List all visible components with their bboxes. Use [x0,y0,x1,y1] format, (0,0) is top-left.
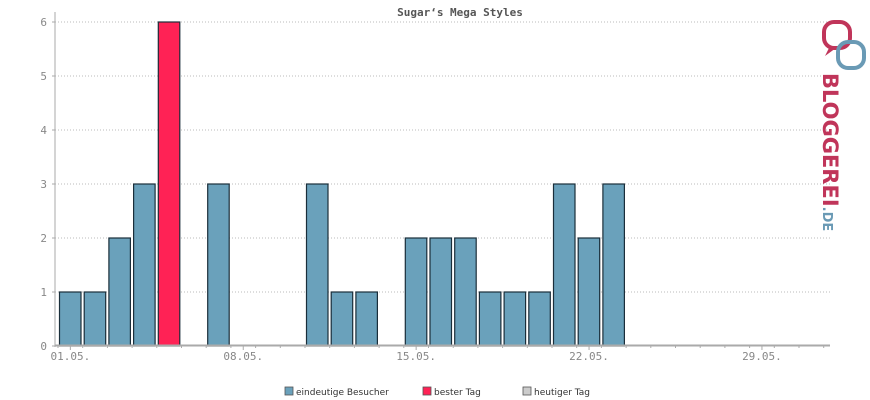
legend-label: heutiger Tag [534,388,590,398]
legend: eindeutige Besucher bester Tag heutiger Ta… [284,386,590,398]
bar [133,183,156,347]
bar [330,291,354,347]
y-tick-label: 1 [40,286,47,299]
x-tick-label: 22.05. [569,350,609,363]
y-axis-ticks: 0 1 2 3 4 5 6 [40,16,55,353]
legend-label: eindeutige Besucher [296,388,389,398]
x-tick-label: 01.05. [50,350,90,363]
bar [404,237,428,347]
bar [602,183,626,347]
legend-swatch [522,386,532,396]
y-tick-label: 0 [40,340,47,353]
x-tick-label: 29.05. [742,350,782,363]
x-axis-ticks: 01.05. 08.05. 15.05. 22.05. 29.05. [50,346,825,363]
bar [528,291,551,347]
bar [305,183,329,347]
bar [478,291,502,347]
x-tick-label: 15.05. [396,350,436,363]
bar [429,237,453,347]
bar [207,183,230,347]
bar [108,237,132,347]
grid-lines [55,21,830,293]
chart-title: Sugar‘s Mega Styles [397,6,523,19]
legend-swatch [284,386,294,396]
legend-label: bester Tag [434,388,481,398]
linked-speech-bubbles-icon [822,20,866,70]
bloggerei-logo: BLOGGEREI.DE [818,20,866,231]
y-tick-label: 3 [40,178,47,191]
bar [552,183,576,347]
y-tick-label: 6 [40,16,47,29]
x-tick-label: 08.05. [223,350,263,363]
bar [355,291,378,347]
y-tick-label: 5 [40,70,47,83]
bar [454,237,477,347]
legend-swatch [422,386,432,396]
bar-series [58,21,626,347]
y-tick-label: 4 [40,124,47,137]
bar-best-day [157,21,181,347]
bar [83,291,107,347]
bar [577,237,601,347]
bar [503,291,527,347]
logo-text: BLOGGEREI.DE [818,73,842,231]
y-tick-label: 2 [40,232,47,245]
bar [58,291,82,347]
